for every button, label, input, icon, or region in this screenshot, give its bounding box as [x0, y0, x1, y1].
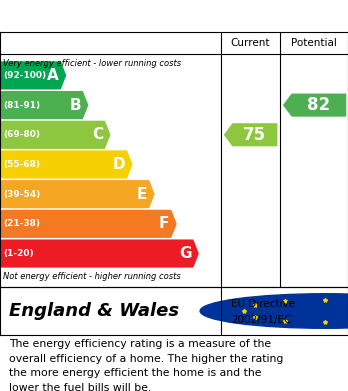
Polygon shape [0, 210, 177, 238]
Text: Not energy efficient - higher running costs: Not energy efficient - higher running co… [3, 272, 181, 281]
Text: 2002/91/EC: 2002/91/EC [231, 315, 292, 325]
Polygon shape [0, 180, 155, 208]
Text: (69-80): (69-80) [3, 130, 40, 139]
Text: England & Wales: England & Wales [9, 302, 179, 320]
Text: Current: Current [231, 38, 270, 48]
Text: Potential: Potential [291, 38, 337, 48]
Polygon shape [0, 151, 133, 179]
Circle shape [200, 294, 348, 328]
Text: EU Directive: EU Directive [231, 299, 295, 309]
Text: B: B [70, 98, 81, 113]
Polygon shape [0, 121, 111, 149]
Text: The energy efficiency rating is a measure of the
overall efficiency of a home. T: The energy efficiency rating is a measur… [9, 339, 283, 391]
Polygon shape [224, 123, 277, 146]
Polygon shape [0, 91, 88, 119]
Text: G: G [179, 246, 191, 261]
Text: (92-100): (92-100) [3, 71, 46, 80]
Text: (1-20): (1-20) [3, 249, 33, 258]
Text: F: F [159, 216, 169, 231]
Text: E: E [137, 187, 147, 202]
Text: Energy Efficiency Rating: Energy Efficiency Rating [9, 9, 230, 23]
Text: 75: 75 [243, 126, 266, 144]
Text: A: A [47, 68, 59, 83]
Polygon shape [0, 61, 66, 90]
Text: (81-91): (81-91) [3, 100, 40, 109]
Polygon shape [0, 239, 199, 267]
Text: 82: 82 [307, 96, 330, 114]
Text: (55-68): (55-68) [3, 160, 40, 169]
Text: Very energy efficient - lower running costs: Very energy efficient - lower running co… [3, 59, 182, 68]
Text: D: D [113, 157, 125, 172]
Text: C: C [92, 127, 103, 142]
Text: (21-38): (21-38) [3, 219, 40, 228]
Text: (39-54): (39-54) [3, 190, 40, 199]
Polygon shape [283, 93, 346, 117]
